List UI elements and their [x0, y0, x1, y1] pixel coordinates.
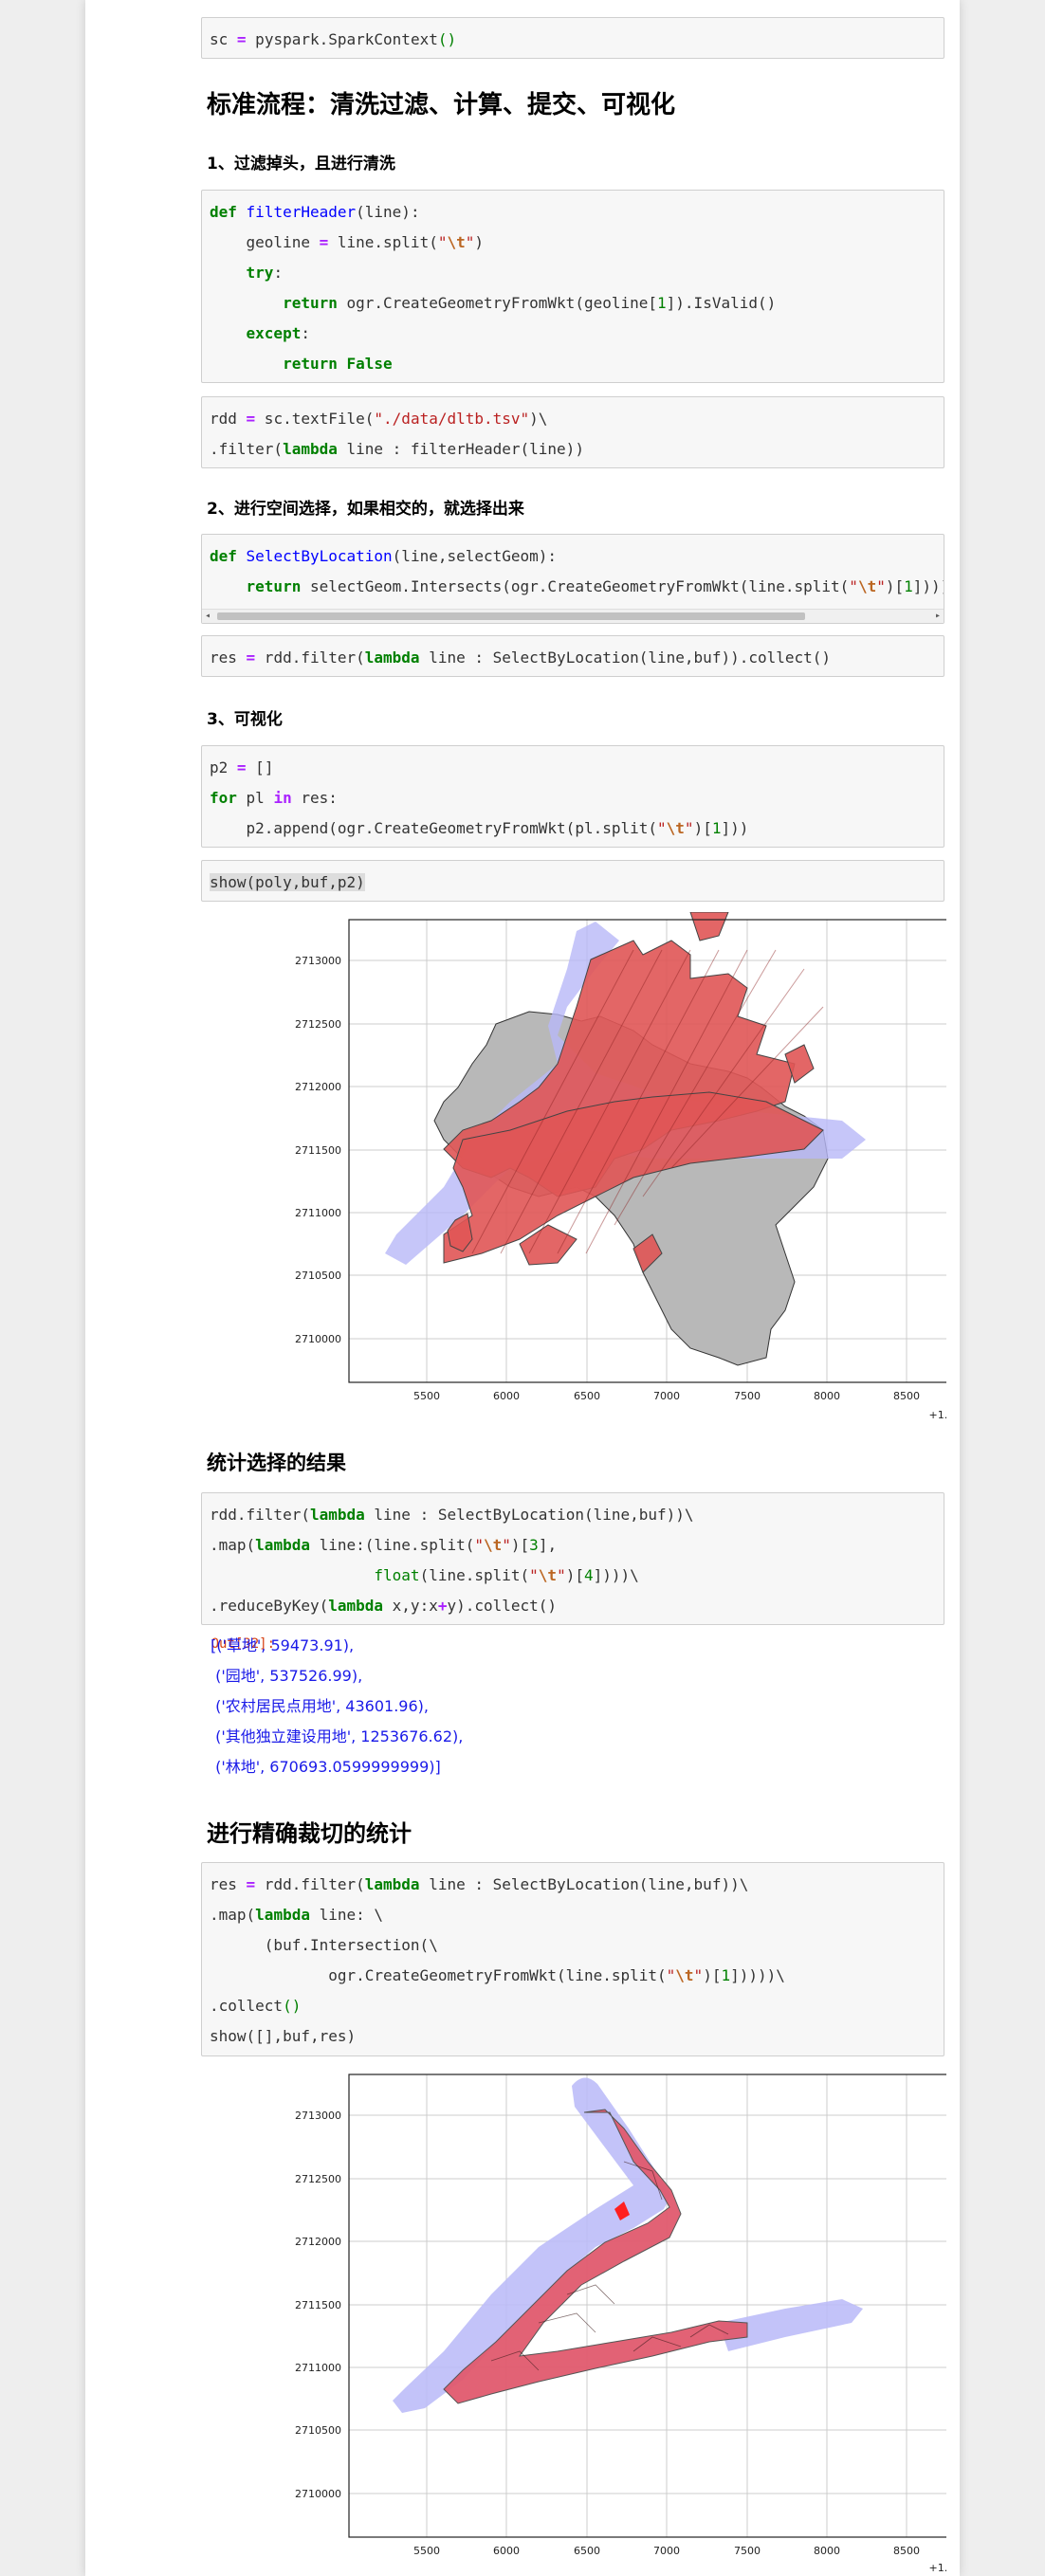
x-tick: 7000 [653, 1390, 680, 1402]
horizontal-scrollbar[interactable]: ◂ ▸ [202, 609, 944, 623]
x-axis-ticks: 5500 6000 6500 7000 7500 8000 8500 +1.11… [413, 1390, 946, 1421]
x-tick: 7000 [653, 2545, 680, 2557]
code-cell[interactable]: sc = pyspark.SparkContext() [201, 17, 944, 59]
axis-offset: +1.113e7 [929, 2562, 946, 2574]
clipped-parcels-layer [443, 2109, 748, 2404]
plot-selection: 2713000 2712500 2712000 2711500 2711000 … [207, 912, 946, 1424]
x-tick: 8000 [814, 1390, 840, 1402]
x-tick: 8000 [814, 2545, 840, 2557]
y-tick: 2711500 [295, 2299, 341, 2311]
code-cell[interactable]: rdd = sc.textFile("./data/dltb.tsv")\ .fi… [201, 396, 944, 468]
sub-heading: 2、进行空间选择，如果相交的，就选择出来 [207, 500, 524, 519]
x-tick: 8500 [893, 1390, 920, 1402]
notebook-page: In [23]: sc = pyspark.SparkContext() 标准流… [85, 0, 960, 2576]
x-tick: 5500 [413, 1390, 440, 1402]
y-tick: 2712000 [295, 2236, 341, 2248]
output-line: ('林地', 670693.0599999999)] [211, 1758, 441, 1776]
y-tick: 2711000 [295, 1207, 341, 1219]
code-cell[interactable]: def SelectByLocation(line,selectGeom): r… [201, 534, 944, 624]
x-tick: 8500 [893, 2545, 920, 2557]
output-line: ('园地', 537526.99), [211, 1667, 363, 1685]
code-cell[interactable]: res = rdd.filter(lambda line : SelectByL… [201, 1862, 944, 2056]
output-line: [('草地', 59473.91), [211, 1636, 355, 1654]
plot-clipped: 2713000 2712500 2712000 2711500 2711000 … [207, 2067, 946, 2576]
parcel-boundaries [490, 2161, 729, 2371]
y-axis-ticks: 2713000 2712500 2712000 2711500 2711000 … [295, 955, 341, 1345]
x-tick: 7500 [734, 1390, 761, 1402]
x-tick: 6000 [493, 2545, 520, 2557]
output-line: ('农村居民点用地', 43601.96), [211, 1697, 429, 1715]
x-tick: 7500 [734, 2545, 761, 2557]
code-cell[interactable]: show(poly,buf,p2) [201, 860, 944, 902]
y-tick: 2712500 [295, 1018, 341, 1031]
x-tick: 6000 [493, 1390, 520, 1402]
x-tick: 6500 [574, 1390, 600, 1402]
section-heading: 进行精确裁切的统计 [207, 1820, 412, 1847]
cell-output: [('草地', 59473.91), ('园地', 537526.99), ('… [211, 1631, 463, 1782]
y-tick: 2711500 [295, 1144, 341, 1157]
x-tick: 6500 [574, 2545, 600, 2557]
sub-heading: 1、过滤掉头，且进行清洗 [207, 155, 395, 174]
y-tick: 2710000 [295, 1333, 341, 1345]
section-heading: 统计选择的结果 [207, 1452, 346, 1474]
y-tick: 2713000 [295, 2110, 341, 2122]
axis-offset: +1.113e7 [929, 1409, 946, 1421]
y-axis-ticks: 2713000 2712500 2712000 2711500 2711000 … [295, 2110, 341, 2500]
code-cell[interactable]: res = rdd.filter(lambda line : SelectByL… [201, 635, 944, 677]
scroll-left-icon[interactable]: ◂ [205, 611, 211, 621]
section-heading: 标准流程：清洗过滤、计算、提交、可视化 [207, 91, 676, 119]
x-axis-ticks: 5500 6000 6500 7000 7500 8000 8500 +1.11… [413, 2545, 946, 2574]
y-tick: 2712000 [295, 1081, 341, 1093]
y-tick: 2710000 [295, 2488, 341, 2500]
code-cell[interactable]: def filterHeader(line): geoline = line.s… [201, 190, 944, 383]
output-line: ('其他独立建设用地', 1253676.62), [211, 1727, 464, 1745]
output-prompt: Out[32]: [211, 1636, 275, 1652]
y-tick: 2710500 [295, 1270, 341, 1282]
y-tick: 2713000 [295, 955, 341, 967]
y-tick: 2711000 [295, 2362, 341, 2374]
y-tick: 2710500 [295, 2424, 341, 2437]
scroll-thumb[interactable] [217, 612, 805, 620]
highlight-parcel [614, 2201, 630, 2220]
y-tick: 2712500 [295, 2173, 341, 2185]
hatch-pattern [471, 949, 824, 1254]
code-cell[interactable]: p2 = [] for pl in res: p2.append(ogr.Crea… [201, 745, 944, 848]
x-tick: 5500 [413, 2545, 440, 2557]
sub-heading: 3、可视化 [207, 710, 283, 729]
code-cell[interactable]: rdd.filter(lambda line : SelectByLocatio… [201, 1492, 944, 1625]
scroll-right-icon[interactable]: ▸ [934, 611, 941, 621]
